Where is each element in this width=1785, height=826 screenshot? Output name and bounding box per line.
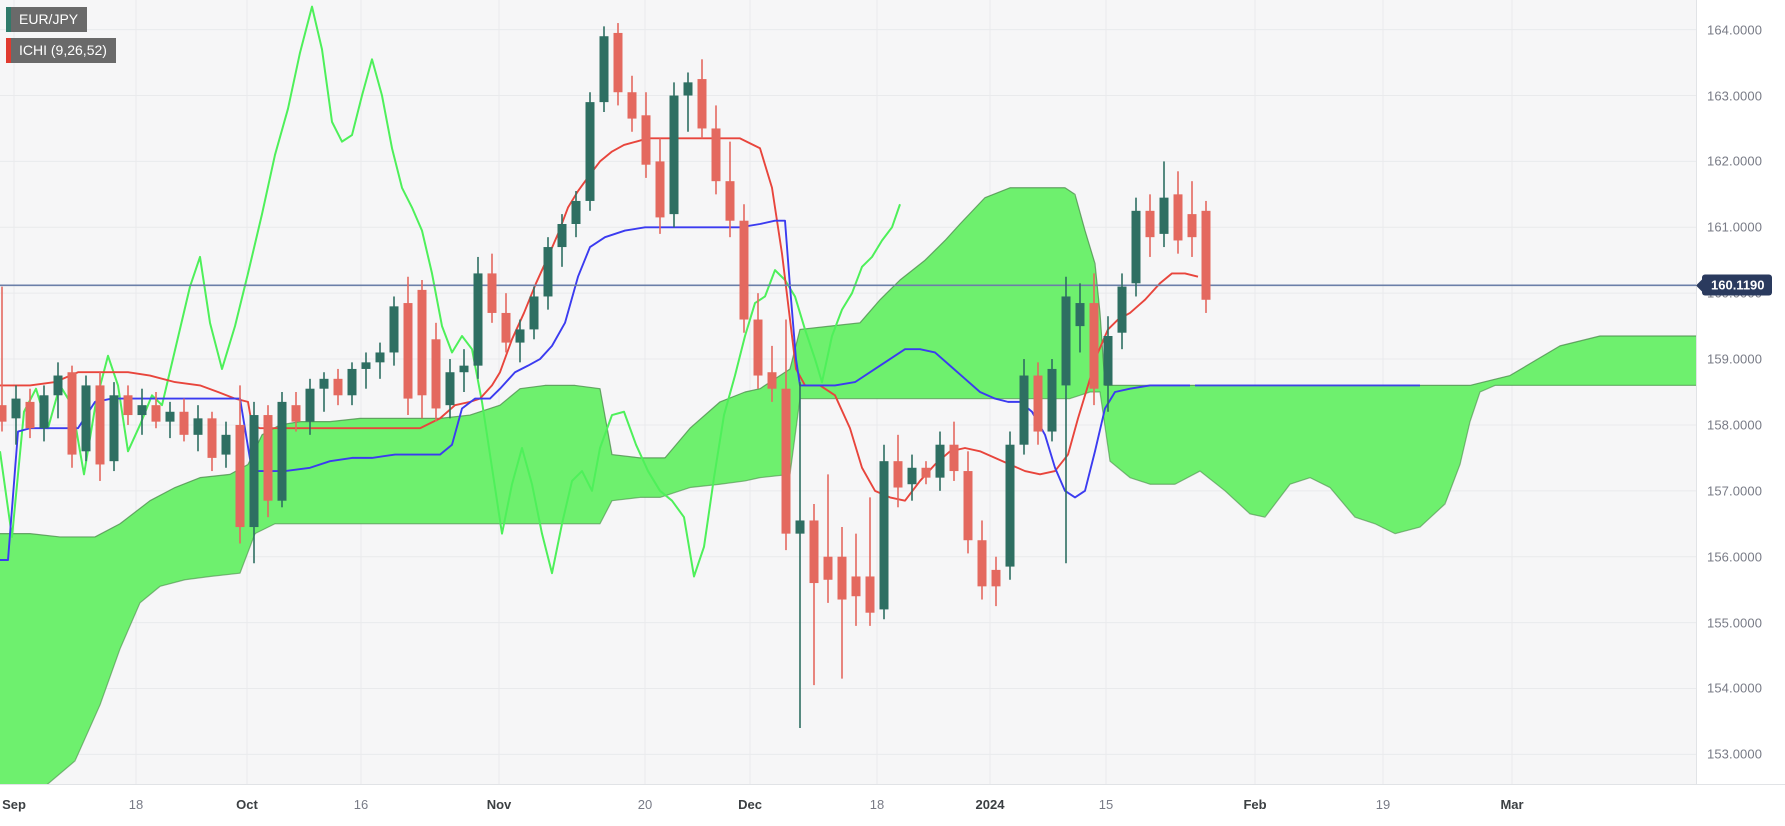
time-tick-label: 19 xyxy=(1375,797,1391,812)
price-axis[interactable]: 164.0000163.0000162.0000161.0000160.0000… xyxy=(1696,0,1785,784)
price-tick-label: 156.0000 xyxy=(1707,549,1763,565)
time-tick-label: 16 xyxy=(353,797,369,812)
price-tick-label: 158.0000 xyxy=(1707,417,1763,433)
price-tick-label: 162.0000 xyxy=(1707,153,1763,169)
price-tick-label: 161.0000 xyxy=(1707,219,1763,235)
time-tick-label: 2024 xyxy=(975,797,1005,812)
chart-plot-area[interactable] xyxy=(0,0,1696,784)
indicator-label: ICHI (9,26,52) xyxy=(11,38,116,63)
symbol-label: EUR/JPY xyxy=(11,7,88,32)
time-tick-label: 18 xyxy=(128,797,144,812)
time-tick-label: Dec xyxy=(738,797,762,812)
symbol-legend[interactable]: EUR/JPY xyxy=(6,7,88,32)
time-tick-label: 15 xyxy=(1098,797,1114,812)
time-axis[interactable]: Sep 18 Oct 16 Nov 20 Dec 18 2024 15 Feb 19 Mar xyxy=(0,784,1785,826)
price-tick-label: 154.0000 xyxy=(1707,680,1763,696)
time-tick-label: Mar xyxy=(1500,797,1524,812)
time-tick-label: Sep xyxy=(2,797,26,812)
price-tick-label: 163.0000 xyxy=(1707,88,1763,104)
price-tick-label: 157.0000 xyxy=(1707,483,1763,499)
price-tick-label: 164.0000 xyxy=(1707,22,1763,38)
time-tick-label: Oct xyxy=(236,797,258,812)
current-price-badge: 160.1190 xyxy=(1696,274,1772,296)
indicator-color-bar xyxy=(6,38,11,63)
price-tick-label: 159.0000 xyxy=(1707,351,1763,367)
symbol-color-bar xyxy=(6,7,11,32)
time-tick-label: 20 xyxy=(637,797,653,812)
time-tick-label: 18 xyxy=(869,797,885,812)
price-tick-label: 153.0000 xyxy=(1707,746,1763,762)
time-tick-label: Nov xyxy=(486,797,512,812)
chart-svg xyxy=(0,0,1696,784)
price-tick-label: 155.0000 xyxy=(1707,615,1763,631)
time-tick-label: Feb xyxy=(1243,797,1267,812)
indicator-legend[interactable]: ICHI (9,26,52) xyxy=(6,38,116,63)
